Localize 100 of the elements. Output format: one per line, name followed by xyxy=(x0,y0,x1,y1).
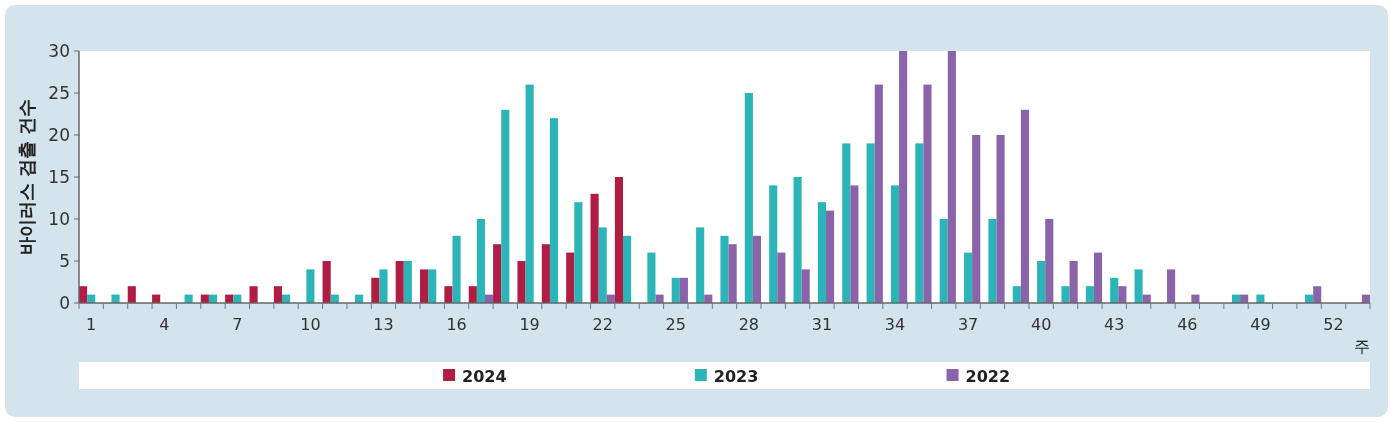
bar xyxy=(493,244,502,303)
x-axis-title: 주 xyxy=(1354,337,1370,356)
x-tick-label: 40 xyxy=(1030,315,1052,334)
x-tick-label: 34 xyxy=(884,315,906,334)
bar xyxy=(1118,286,1127,303)
bar xyxy=(111,294,120,303)
bar xyxy=(127,286,136,303)
bar xyxy=(273,286,282,303)
bar xyxy=(371,277,380,303)
x-tick-label: 46 xyxy=(1177,315,1198,334)
bar xyxy=(420,269,429,303)
y-tick-label: 20 xyxy=(48,125,70,145)
y-tick-label: 15 xyxy=(48,167,70,187)
legend-label: 2022 xyxy=(965,367,1011,386)
bar xyxy=(501,109,510,303)
bar xyxy=(306,269,315,303)
legend-label: 2024 xyxy=(462,367,507,386)
bar xyxy=(1093,252,1103,303)
x-tick-label: 25 xyxy=(665,315,686,334)
bar xyxy=(696,227,705,303)
bar xyxy=(403,261,412,303)
bar xyxy=(842,143,851,303)
y-tick-label: 0 xyxy=(59,293,70,313)
bar xyxy=(1085,286,1094,303)
bar xyxy=(817,202,826,303)
bar xyxy=(866,143,875,303)
y-tick-label: 5 xyxy=(59,251,70,271)
bar xyxy=(728,244,737,303)
bar xyxy=(590,193,599,303)
bar xyxy=(972,135,981,303)
bar xyxy=(679,277,688,303)
bar xyxy=(1134,269,1143,303)
bar xyxy=(744,93,753,303)
bar xyxy=(1045,219,1054,303)
bar xyxy=(801,269,810,303)
bar xyxy=(1167,269,1176,303)
bar xyxy=(476,219,485,303)
bar xyxy=(541,244,550,303)
y-tick-label: 10 xyxy=(48,209,70,229)
bar xyxy=(525,84,534,303)
bar xyxy=(1110,277,1119,303)
bar xyxy=(1069,261,1078,303)
x-tick-label: 19 xyxy=(519,315,540,334)
bar xyxy=(777,252,786,303)
bar xyxy=(468,286,477,303)
x-tick-label: 43 xyxy=(1104,315,1125,334)
bar xyxy=(1020,109,1029,303)
x-tick-label: 10 xyxy=(300,315,321,334)
bar xyxy=(923,84,932,303)
x-tick-label: 7 xyxy=(232,315,243,334)
bar xyxy=(428,269,437,303)
bar xyxy=(452,235,461,303)
bar xyxy=(671,277,680,303)
bar xyxy=(598,227,607,303)
bar xyxy=(444,286,453,303)
bar xyxy=(947,51,956,303)
bar xyxy=(899,51,908,303)
x-tick-label: 49 xyxy=(1250,315,1271,334)
bar xyxy=(1061,286,1070,303)
y-tick-label: 30 xyxy=(48,41,70,61)
bar xyxy=(566,252,575,303)
x-tick-label: 28 xyxy=(738,315,760,334)
bar xyxy=(395,261,404,303)
bar xyxy=(1313,286,1322,303)
bar xyxy=(752,235,762,303)
bar xyxy=(249,286,258,303)
bar xyxy=(614,177,624,303)
bar xyxy=(964,252,973,303)
bar xyxy=(915,143,924,303)
bar xyxy=(825,210,835,303)
bar xyxy=(1037,261,1046,303)
bar xyxy=(549,118,559,303)
bar xyxy=(850,185,859,303)
y-tick-label: 25 xyxy=(48,83,70,103)
x-tick-label: 52 xyxy=(1323,315,1344,334)
legend-label: 2023 xyxy=(713,367,759,386)
bar xyxy=(720,235,729,303)
bar xyxy=(996,135,1005,303)
x-tick-label: 22 xyxy=(592,315,613,334)
bar xyxy=(939,219,948,303)
bar xyxy=(874,84,883,303)
bar xyxy=(1012,286,1021,303)
x-tick-label: 31 xyxy=(811,315,833,334)
bar xyxy=(890,185,900,303)
bar xyxy=(647,252,656,303)
bar xyxy=(623,235,632,303)
x-tick-label: 13 xyxy=(373,315,394,334)
x-tick-label: 37 xyxy=(957,315,979,334)
bar xyxy=(988,219,997,303)
bar xyxy=(655,294,664,303)
x-tick-label: 16 xyxy=(446,315,467,334)
bar xyxy=(322,261,331,303)
bar xyxy=(793,177,802,303)
bar xyxy=(517,261,526,303)
bar xyxy=(769,185,778,303)
bar xyxy=(574,202,583,303)
x-tick-label: 1 xyxy=(86,315,97,334)
y-axis-title: 바이러스 검출 건수 xyxy=(16,98,37,256)
x-tick-label: 4 xyxy=(159,315,170,334)
bar xyxy=(379,269,388,303)
